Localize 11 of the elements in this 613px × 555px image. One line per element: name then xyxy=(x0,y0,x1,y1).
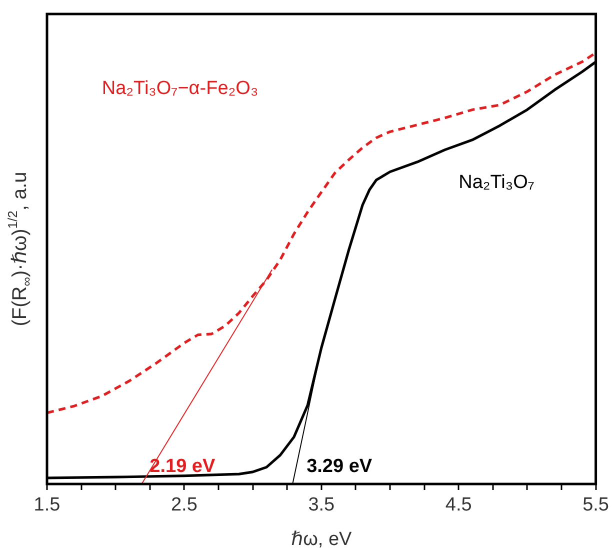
x-tick-label: 1.5 xyxy=(34,494,60,516)
y-axis-title: (F(R∞)·ℏω)1/2, a.u xyxy=(5,172,34,326)
x-tick-label: 5.5 xyxy=(582,494,610,516)
x-tick-label: 2.5 xyxy=(170,494,198,516)
series-label: Na₂Ti₃O₇ xyxy=(458,172,534,193)
x-tick-label: 3.5 xyxy=(308,494,335,516)
text: Na₂Ti₃O₇−α-Fe₂O₃ xyxy=(102,78,258,99)
x-tick-label: 4.5 xyxy=(445,494,472,516)
annotation: 3.29 eV xyxy=(306,456,372,477)
annotation: 2.19 eV xyxy=(150,456,216,477)
x-axis-title: ℏω, eV xyxy=(291,528,352,550)
